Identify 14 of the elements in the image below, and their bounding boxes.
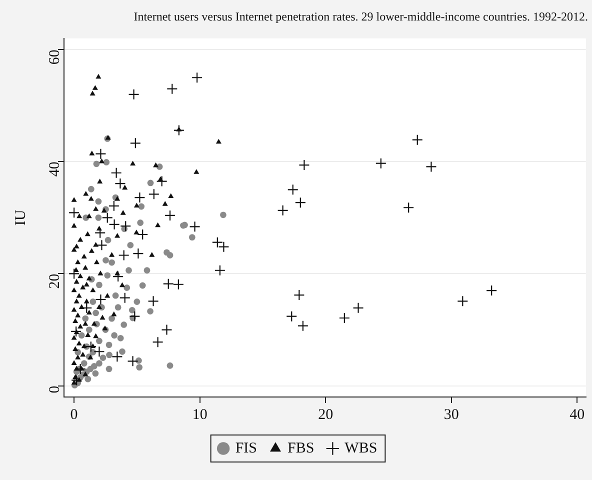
legend-label: FBS [287, 440, 314, 456]
y-axis-title: IU [12, 210, 29, 226]
y-tick-label: 40 [46, 162, 63, 177]
y-tick-label: 60 [46, 50, 63, 65]
x-tick-label: 20 [318, 406, 334, 423]
y-tick-label: 0 [46, 386, 63, 394]
x-tick-label: 40 [570, 406, 585, 423]
chart-title: Internet users versus Internet penetration rates. 29 lower-middle-income countries. 1992-2012. [134, 9, 588, 24]
x-tick-label: 30 [444, 406, 459, 423]
x-tick-label: 0 [70, 406, 78, 423]
y-tick-label: 20 [46, 274, 63, 289]
legend-label: FIS [235, 440, 257, 456]
x-tick-label: 10 [192, 406, 208, 423]
legend-label: WBS [344, 440, 378, 456]
